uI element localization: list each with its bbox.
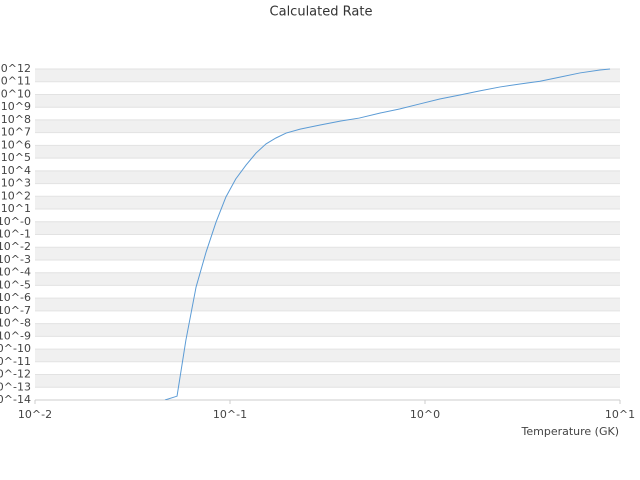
x-tick-label: 10^-2 [18, 408, 52, 421]
y-tick-label: 10^-2 [0, 240, 31, 253]
y-tick-label: 10^-8 [0, 317, 31, 330]
grid-band [35, 196, 620, 210]
y-tick-label: 10^6 [1, 138, 31, 151]
y-tick-label: 10^12 [0, 62, 31, 75]
y-tick-label: 10^-6 [0, 291, 31, 304]
y-tick-label: 10^9 [1, 100, 31, 113]
grid-band [35, 298, 620, 311]
y-tick-label: 10^5 [1, 151, 31, 164]
grid-band [35, 119, 620, 133]
y-tick-label: 10^2 [1, 189, 31, 202]
x-tick-label: 10^0 [410, 408, 440, 421]
x-tick-label: 10^1 [605, 408, 635, 421]
grid-band [35, 247, 620, 260]
y-tick-label: 10^-9 [0, 329, 31, 342]
y-tick-label: 10^10 [0, 87, 31, 100]
y-tick-label: 10^1 [1, 202, 31, 215]
y-tick-label: 10^11 [0, 75, 31, 88]
y-tick-label: 10^-14 [0, 393, 31, 406]
grid-band [35, 170, 620, 184]
x-axis-label: Temperature (GK) [521, 425, 620, 438]
y-tick-label: 10^-5 [0, 278, 31, 291]
grid-band [35, 374, 620, 388]
y-tick-label: 10^4 [1, 164, 31, 177]
y-tick-label: 10^3 [1, 177, 31, 190]
y-tick-label: 10^8 [1, 113, 31, 126]
y-tick-label: 10^-7 [0, 304, 31, 317]
x-tick-label: 10^-1 [213, 408, 247, 421]
grid-band [35, 323, 620, 337]
data-line [164, 68, 611, 400]
y-tick-label: 10^-3 [0, 253, 31, 266]
y-tick-label: 10^-11 [0, 355, 31, 368]
y-tick-label: 10^-13 [0, 380, 31, 393]
grid-band [35, 349, 620, 362]
y-tick-label: 10^7 [1, 126, 31, 139]
y-tick-label: 10^-10 [0, 342, 31, 355]
grid-band [35, 272, 620, 286]
y-tick-label: 10^-4 [0, 266, 31, 279]
chart-title: Calculated Rate [270, 5, 373, 20]
y-tick-label: 10^-12 [0, 368, 31, 381]
y-tick-label: 10^-1 [0, 228, 31, 241]
grid-band [35, 69, 620, 82]
grid-band [35, 145, 620, 159]
y-tick-label: 10^-0 [0, 215, 31, 228]
grid-band [35, 94, 620, 108]
grid-band [35, 221, 620, 235]
